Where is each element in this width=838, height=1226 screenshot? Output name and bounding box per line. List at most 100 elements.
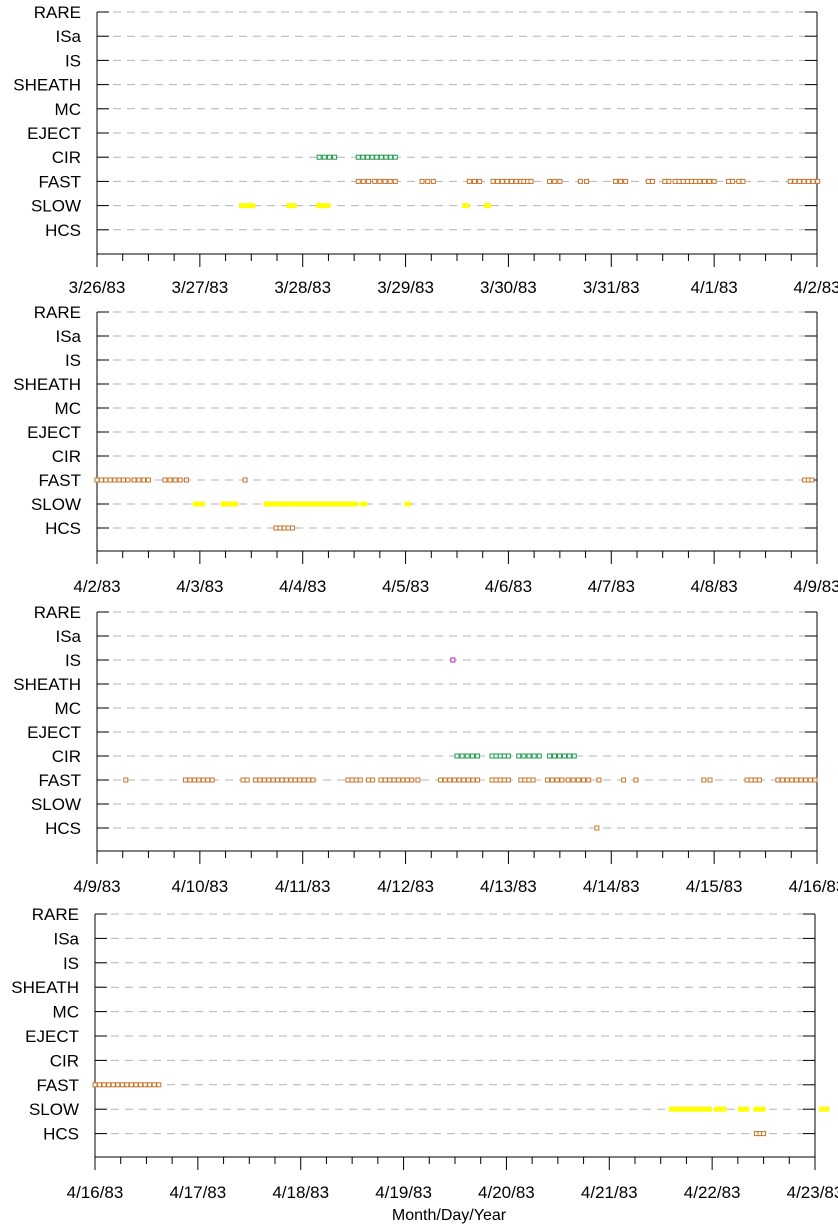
mark-cir-point — [516, 753, 522, 759]
mark-fast-point — [565, 777, 571, 783]
mark-fast-point — [120, 477, 126, 483]
mark-fast-point — [693, 178, 699, 184]
mark-hcs-point — [761, 1131, 767, 1137]
mark-fast-point — [112, 477, 118, 483]
x-tick-label: 4/23/83 — [787, 1183, 838, 1202]
mark-fast-point — [409, 777, 415, 783]
mark-fast-point — [103, 477, 109, 483]
y-tick-label-rare: RARE — [34, 3, 81, 22]
mark-fast-point — [404, 777, 410, 783]
mark-fast-point — [621, 777, 627, 783]
y-tick-label-isa: ISa — [55, 327, 81, 346]
mark-cir-point — [469, 753, 475, 759]
x-tick-label: 4/3/83 — [176, 577, 223, 596]
mark-fast-point — [499, 178, 505, 184]
x-tick-label: 4/14/83 — [583, 877, 640, 896]
mark-fast-point — [382, 777, 388, 783]
mark-fast-point — [575, 777, 581, 783]
mark-fast-point — [586, 777, 592, 783]
mark-cir-point — [369, 154, 375, 160]
x-tick-label: 4/18/83 — [272, 1183, 329, 1202]
mark-cir-point — [552, 753, 558, 759]
mark-fast-point — [509, 178, 515, 184]
mark-fast-point — [119, 1082, 125, 1088]
mark-slow-bar — [404, 501, 411, 507]
mark-fast-point — [736, 178, 742, 184]
mark-fast-point — [142, 1082, 148, 1088]
panel-3: RARE ISa IS SHEATH MC EJECT CIR FAST SLOW HCS 4/9/… — [13, 603, 838, 896]
x-tick-label: 4/1/83 — [691, 278, 738, 297]
mark-fast-point — [505, 777, 511, 783]
mark-fast-point — [752, 777, 758, 783]
mark-cir-point — [521, 753, 527, 759]
x-tick-label: 3/30/83 — [480, 278, 537, 297]
y-tick-label-cir: CIR — [52, 447, 81, 466]
mark-fast-point — [497, 777, 503, 783]
mark-fast-point — [549, 777, 555, 783]
mark-hcs-point — [289, 525, 295, 531]
mark-fast-point — [552, 178, 558, 184]
mark-fast-point — [612, 178, 618, 184]
x-tick-label: 4/13/83 — [480, 877, 537, 896]
mark-fast-point — [378, 777, 384, 783]
mark-fast-point — [187, 777, 193, 783]
mark-fast-point — [584, 178, 590, 184]
mark-fast-point — [756, 777, 762, 783]
y-tick-label-cir: CIR — [52, 747, 81, 766]
mark-fast-point — [123, 777, 129, 783]
mark-fast-point — [182, 777, 188, 783]
mark-cir-point — [536, 753, 542, 759]
mark-fast-point — [242, 477, 248, 483]
mark-fast-point — [275, 777, 281, 783]
mark-fast-point — [495, 178, 501, 184]
mark-slow-bar — [286, 203, 297, 209]
mark-fast-point — [110, 1082, 116, 1088]
mark-cir-point — [378, 154, 384, 160]
mark-fast-point — [131, 477, 137, 483]
x-tick-label: 4/16/83 — [67, 1183, 124, 1202]
mark-fast-point — [257, 777, 263, 783]
y-tick-label-isa: ISa — [53, 929, 79, 948]
mark-fast-point — [815, 178, 821, 184]
mark-cir-point — [454, 753, 460, 759]
mark-fast-point — [726, 178, 732, 184]
mark-fast-point — [798, 777, 804, 783]
mark-fast-point — [147, 1082, 153, 1088]
mark-fast-point — [490, 178, 496, 184]
panel-1: RARE ISa IS SHEATH MC EJECT CIR FAST SLOW HCS 3/26… — [13, 3, 838, 297]
mark-fast-point — [196, 777, 202, 783]
mark-fast-point — [740, 178, 746, 184]
mark-fast-point — [447, 777, 453, 783]
mark-fast-point — [107, 477, 113, 483]
mark-slow-bar — [316, 203, 331, 209]
mark-fast-point — [465, 777, 471, 783]
mark-fast-point — [451, 777, 457, 783]
mark-cir-point — [459, 753, 465, 759]
mark-fast-point — [138, 1082, 144, 1088]
mark-fast-point — [793, 777, 799, 783]
mark-fast-point — [128, 1082, 134, 1088]
mark-fast-point — [570, 777, 576, 783]
mark-cir-point — [501, 753, 507, 759]
mark-fast-point — [116, 477, 122, 483]
mark-fast-point — [554, 777, 560, 783]
mark-fast-point — [200, 777, 206, 783]
mark-slow-bar — [263, 501, 359, 507]
mark-fast-point — [493, 777, 499, 783]
mark-fast-point — [806, 178, 812, 184]
mark-cir-point — [531, 753, 537, 759]
y-tick-label-mc: MC — [55, 399, 81, 418]
mark-fast-point — [92, 1082, 98, 1088]
mark-cir-point — [321, 154, 327, 160]
mark-fast-point — [355, 178, 361, 184]
x-tick-label: 4/10/83 — [171, 877, 228, 896]
mark-fast-point — [623, 178, 629, 184]
mark-hcs-point — [281, 525, 287, 531]
y-tick-label-is: IS — [63, 954, 79, 973]
mark-cir-point — [388, 154, 394, 160]
y-tick-label-fast: FAST — [38, 172, 81, 191]
y-tick-label-isa: ISa — [55, 27, 81, 46]
mark-fast-point — [425, 178, 431, 184]
mark-fast-point — [518, 777, 524, 783]
